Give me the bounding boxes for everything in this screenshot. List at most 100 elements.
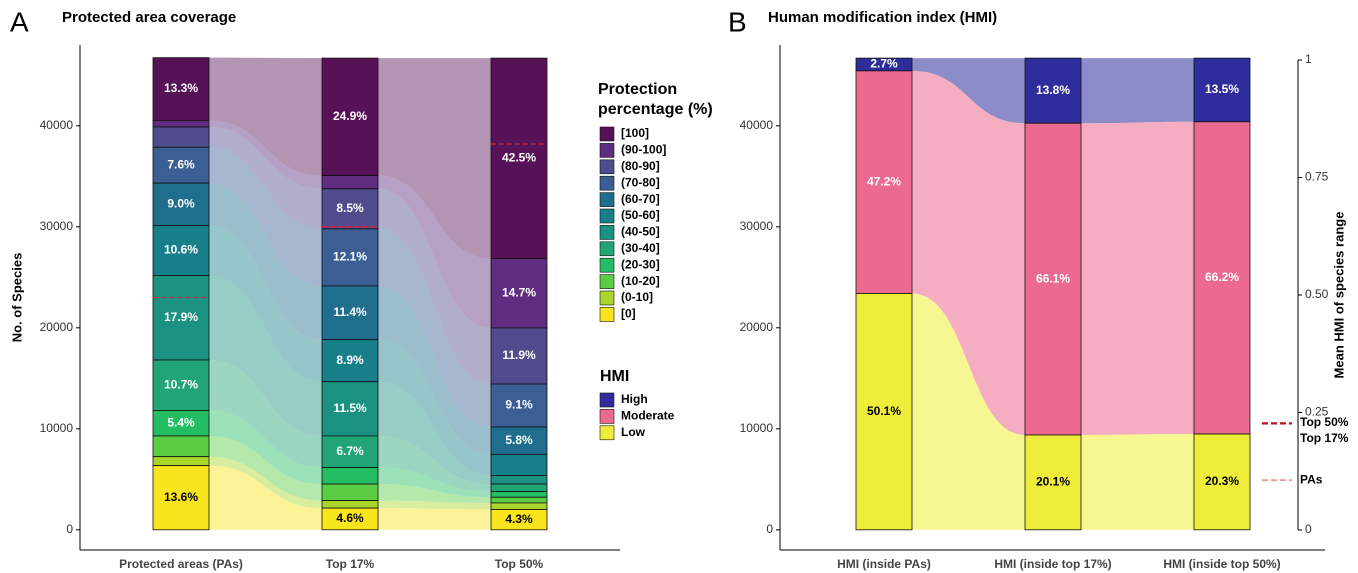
legend-swatch bbox=[599, 192, 615, 207]
y2-tick-label: 1 bbox=[1305, 52, 1312, 66]
bar-segment bbox=[321, 467, 379, 485]
flow bbox=[209, 435, 322, 501]
legend-swatch bbox=[599, 307, 615, 322]
segment-label: 12.1% bbox=[333, 250, 367, 264]
bar-segment bbox=[490, 453, 548, 476]
bar-segment bbox=[152, 359, 210, 411]
y2-tick-label: 0.75 bbox=[1305, 170, 1329, 184]
bar-segment bbox=[490, 57, 548, 259]
segment-label: 2.7% bbox=[870, 57, 898, 71]
bar-segment bbox=[490, 483, 548, 493]
legend-label: [100] bbox=[621, 126, 649, 140]
x-tick-label: HMI (inside PAs) bbox=[837, 557, 931, 571]
flow bbox=[378, 500, 491, 510]
bar-segment bbox=[152, 182, 210, 226]
legend-swatch bbox=[599, 257, 615, 273]
flow bbox=[209, 275, 322, 436]
flow bbox=[209, 410, 322, 485]
segment-label: 10.7% bbox=[164, 377, 198, 391]
flow bbox=[912, 58, 1025, 124]
y-tick-label: 0 bbox=[766, 522, 773, 536]
segment-label: 20.1% bbox=[1036, 475, 1070, 489]
y-tick-label: 30000 bbox=[740, 219, 774, 233]
segment-label: 10.6% bbox=[164, 243, 198, 257]
flow bbox=[378, 435, 491, 492]
bar-segment bbox=[1024, 434, 1082, 531]
flow bbox=[209, 465, 322, 530]
segment-label: 14.7% bbox=[502, 285, 536, 299]
segment-label: 11.9% bbox=[502, 348, 536, 362]
marker-label: Top 50% bbox=[1300, 415, 1349, 429]
bar-segment bbox=[490, 509, 548, 531]
y2-tick-label: 0.50 bbox=[1305, 287, 1329, 301]
bar-segment bbox=[855, 70, 913, 294]
y-axis-label: No. of Species bbox=[9, 253, 24, 343]
y2-tick-label: 0.25 bbox=[1305, 405, 1329, 419]
legend-label: Moderate bbox=[621, 409, 675, 423]
bar-segment bbox=[152, 410, 210, 437]
segment-label: 50.1% bbox=[867, 404, 901, 418]
flow bbox=[378, 188, 491, 385]
flow bbox=[378, 508, 491, 530]
bar-segment bbox=[321, 500, 379, 509]
bar-segment bbox=[1193, 433, 1251, 531]
flow bbox=[209, 359, 322, 468]
y2-axis-label: Mean HMI of species range bbox=[1331, 212, 1346, 379]
flow bbox=[378, 285, 491, 455]
y-tick-label: 40000 bbox=[740, 118, 774, 132]
segment-label: 13.3% bbox=[164, 81, 198, 95]
legend-swatch bbox=[599, 241, 615, 257]
bar-segment bbox=[490, 496, 548, 504]
bar-segment bbox=[321, 57, 379, 176]
legend-swatch bbox=[599, 225, 615, 240]
legend-label: (20-30] bbox=[621, 257, 660, 271]
legend-label: (60-70] bbox=[621, 192, 660, 206]
y-tick-label: 30000 bbox=[40, 219, 74, 233]
bar-segment bbox=[152, 126, 210, 148]
flow bbox=[209, 57, 322, 176]
y-tick-label: 10000 bbox=[740, 421, 774, 435]
marker-label: Top 17% bbox=[1300, 431, 1349, 445]
legend-label: High bbox=[621, 392, 648, 406]
legend-swatch bbox=[599, 290, 615, 306]
bar-segment bbox=[321, 381, 379, 437]
flow bbox=[209, 183, 322, 340]
bar-segment bbox=[1024, 57, 1082, 124]
legend-label: (90-100] bbox=[621, 143, 666, 157]
flow bbox=[209, 120, 322, 189]
segment-label: 17.9% bbox=[164, 310, 198, 324]
panel-title: Human modification index (HMI) bbox=[768, 9, 997, 26]
segment-label: 24.9% bbox=[333, 109, 367, 123]
legend-label: (50-60] bbox=[621, 208, 660, 222]
legend-swatch bbox=[599, 409, 615, 424]
segment-label: 20.3% bbox=[1205, 474, 1239, 488]
legend-swatch bbox=[599, 208, 615, 224]
legend-title-box: Protection percentage (%) bbox=[598, 81, 713, 118]
panel-title: Protected area coverage bbox=[62, 9, 236, 26]
legend-title: Protection percentage (%) bbox=[598, 81, 713, 118]
y-tick-label: 10000 bbox=[40, 421, 74, 435]
segment-label: 9.1% bbox=[505, 398, 533, 412]
flow bbox=[378, 339, 491, 476]
bar-segment bbox=[490, 475, 548, 485]
bar-segment bbox=[490, 502, 548, 510]
flow bbox=[912, 70, 1025, 435]
segment-label: 8.5% bbox=[336, 201, 364, 215]
segment-label: 47.2% bbox=[867, 174, 901, 188]
segment-label: 5.8% bbox=[505, 433, 533, 447]
y-tick-label: 0 bbox=[66, 522, 73, 536]
bar-segment bbox=[855, 293, 913, 531]
x-tick-label: HMI (inside top 17%) bbox=[994, 557, 1111, 571]
segment-label: 13.6% bbox=[164, 490, 198, 504]
flow bbox=[1081, 58, 1194, 124]
segment-label: 11.4% bbox=[333, 305, 367, 319]
segment-label: 66.2% bbox=[1205, 270, 1239, 284]
flow bbox=[378, 484, 491, 503]
flow bbox=[1081, 121, 1194, 435]
marker-label: PAs bbox=[1300, 472, 1323, 486]
flow bbox=[378, 381, 491, 485]
flow bbox=[1081, 434, 1194, 530]
bar-segment bbox=[152, 57, 210, 121]
bar-segment bbox=[321, 339, 379, 383]
legend-swatch bbox=[599, 274, 615, 289]
